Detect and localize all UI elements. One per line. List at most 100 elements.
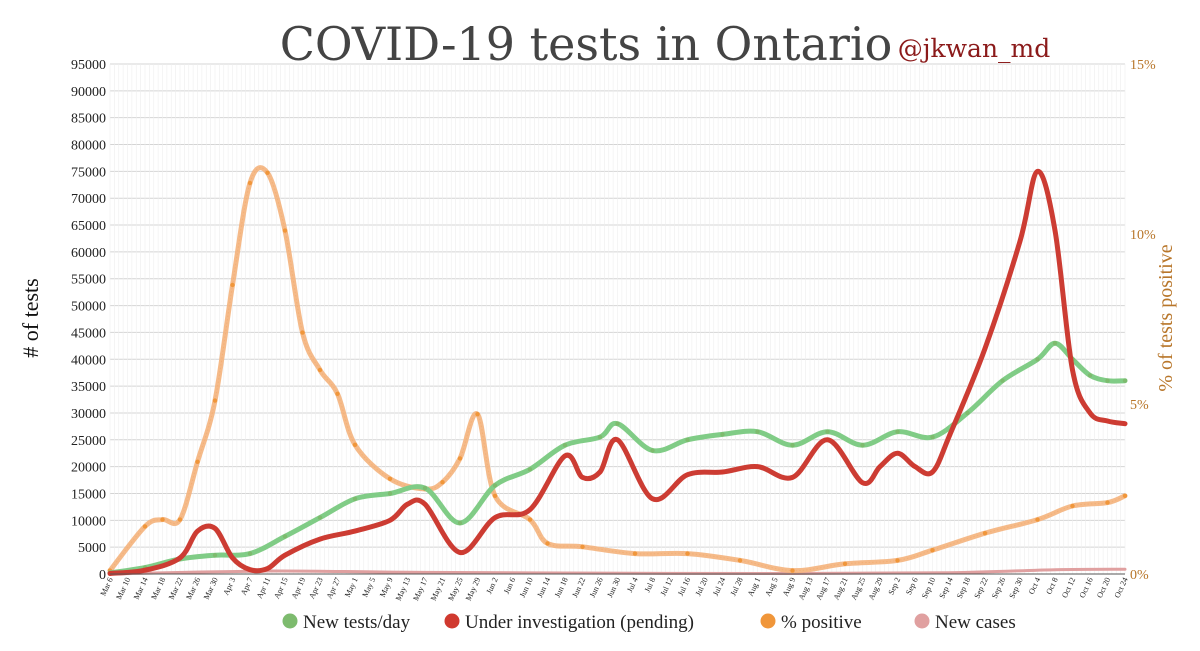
data-point-pending <box>930 469 935 475</box>
x-tick-label: Oct 16 <box>1078 576 1095 599</box>
x-tick-label: Aug 9 <box>781 576 798 598</box>
data-point-pct_positive <box>492 493 498 498</box>
data-point-pending <box>387 518 393 523</box>
x-tick-label: Jun 30 <box>605 576 622 599</box>
y-tick-label: 45000 <box>71 326 106 341</box>
chart-title: COVID-19 tests in Ontario <box>280 17 893 71</box>
data-point-pending <box>1052 228 1058 233</box>
data-point-pending <box>860 480 865 485</box>
x-tick-label: Jun 10 <box>518 576 535 599</box>
data-point-pct_positive <box>545 541 550 546</box>
x-tick-label: Jul 8 <box>643 576 658 594</box>
x-tick-label: Apr 19 <box>290 576 308 600</box>
data-point-pct_positive <box>440 480 445 485</box>
data-point-pending <box>1122 421 1128 426</box>
series-pct_positive <box>107 165 1128 574</box>
data-point-pending <box>982 346 988 351</box>
x-tick-label: Sep 10 <box>920 576 937 600</box>
x-tick-label: Sep 26 <box>990 576 1007 600</box>
data-point-tests <box>650 448 655 453</box>
data-point-pending <box>912 464 918 469</box>
x-tick-label: Aug 5 <box>763 576 780 598</box>
x-tick-label: Mar 10 <box>114 576 132 601</box>
x-tick-label: Apr 15 <box>272 576 290 600</box>
x-tick-label: May 1 <box>343 576 360 599</box>
x-tick-label: Oct 20 <box>1095 576 1112 599</box>
data-point-tests <box>825 429 830 434</box>
data-point-pending <box>457 550 463 555</box>
x-tick-label: Jun 18 <box>553 576 570 599</box>
y2-tick-label: 10% <box>1130 228 1156 243</box>
chart-subtitle: @jkwan_md <box>898 34 1051 63</box>
data-point-pct_positive <box>1035 517 1040 522</box>
data-point-pending <box>1087 410 1093 416</box>
data-point-tests <box>527 467 533 472</box>
data-point-pending <box>1017 239 1023 244</box>
legend-label: Under investigation (pending) <box>465 612 694 633</box>
legend-item: % positive <box>760 612 862 633</box>
data-point-pending <box>265 566 270 571</box>
legend-item: New tests/day <box>282 612 411 633</box>
y-tick-label: 60000 <box>71 246 106 261</box>
data-point-pct_positive <box>177 517 183 522</box>
data-point-tests <box>282 534 288 539</box>
data-point-pct_positive <box>790 568 795 573</box>
data-point-pct_positive <box>982 531 988 536</box>
x-tick-label: Aug 17 <box>814 576 832 601</box>
y2-tick-label: 15% <box>1130 58 1156 73</box>
x-tick-label: Jul 12 <box>658 576 674 597</box>
x-tick-label: Sep 30 <box>1007 576 1024 600</box>
data-point-tests <box>422 485 428 491</box>
data-point-tests <box>1035 357 1040 362</box>
data-point-pct_positive <box>195 459 200 464</box>
x-tick-label: Sep 6 <box>904 576 920 596</box>
x-tick-label: Jul 24 <box>711 576 727 597</box>
data-point-pending <box>755 464 760 469</box>
data-point-pct_positive <box>335 391 340 396</box>
x-tick-label: Oct 24 <box>1113 576 1130 599</box>
data-point-tests <box>562 443 568 448</box>
data-point-pending <box>282 553 288 558</box>
data-point-pct_positive <box>1105 500 1110 505</box>
data-point-tests <box>895 429 900 434</box>
y-axis-ticks: 0 5000 10000 15000 20000 25000 30000 35000 40000… <box>71 58 106 583</box>
data-point-tests <box>965 410 970 416</box>
x-tick-label: May 29 <box>464 576 483 602</box>
x-tick-label: Apr 3 <box>221 576 237 597</box>
y-tick-label: 0 <box>99 568 106 583</box>
data-point-pending <box>492 515 498 520</box>
data-point-tests <box>1052 341 1058 346</box>
data-point-pending <box>422 502 428 507</box>
x-tick-label: Aug 29 <box>867 576 885 601</box>
data-point-tests <box>930 434 935 440</box>
data-point-pct_positive <box>580 544 585 549</box>
data-point-pct_positive <box>632 551 638 556</box>
data-point-pct_positive <box>930 548 935 553</box>
data-point-pending <box>825 437 830 442</box>
data-point-pct_positive <box>160 517 165 522</box>
x-tick-label: May 21 <box>429 576 448 602</box>
data-point-tests <box>597 434 603 440</box>
data-point-pending <box>317 536 323 542</box>
x-tick-label: Aug 13 <box>797 576 815 601</box>
x-tick-label: Jun 22 <box>570 576 587 599</box>
data-point-pct_positive <box>387 476 393 481</box>
x-tick-label: Jul 28 <box>728 576 744 597</box>
data-point-pending <box>1105 418 1110 424</box>
data-point-pct_positive <box>212 398 218 403</box>
data-point-pending <box>615 437 620 442</box>
data-point-pending <box>230 555 235 561</box>
x-tick-label: May 5 <box>360 576 377 599</box>
legend-marker <box>282 613 298 629</box>
x-tick-label: Sep 18 <box>955 576 972 600</box>
x-tick-label: Mar 18 <box>149 576 167 601</box>
data-point-pct_positive <box>317 367 323 373</box>
x-axis-ticks: Mar 6 Mar 10 Mar 14 Mar 18 Mar 22 Mar 26 Mar 3… <box>98 576 1129 602</box>
data-point-pending <box>405 502 410 507</box>
data-point-tests <box>212 553 218 558</box>
y-tick-label: 50000 <box>71 300 106 315</box>
y-tick-label: 85000 <box>71 112 106 127</box>
x-tick-label: Oct 4 <box>1027 576 1043 596</box>
data-point-tests <box>615 421 620 426</box>
